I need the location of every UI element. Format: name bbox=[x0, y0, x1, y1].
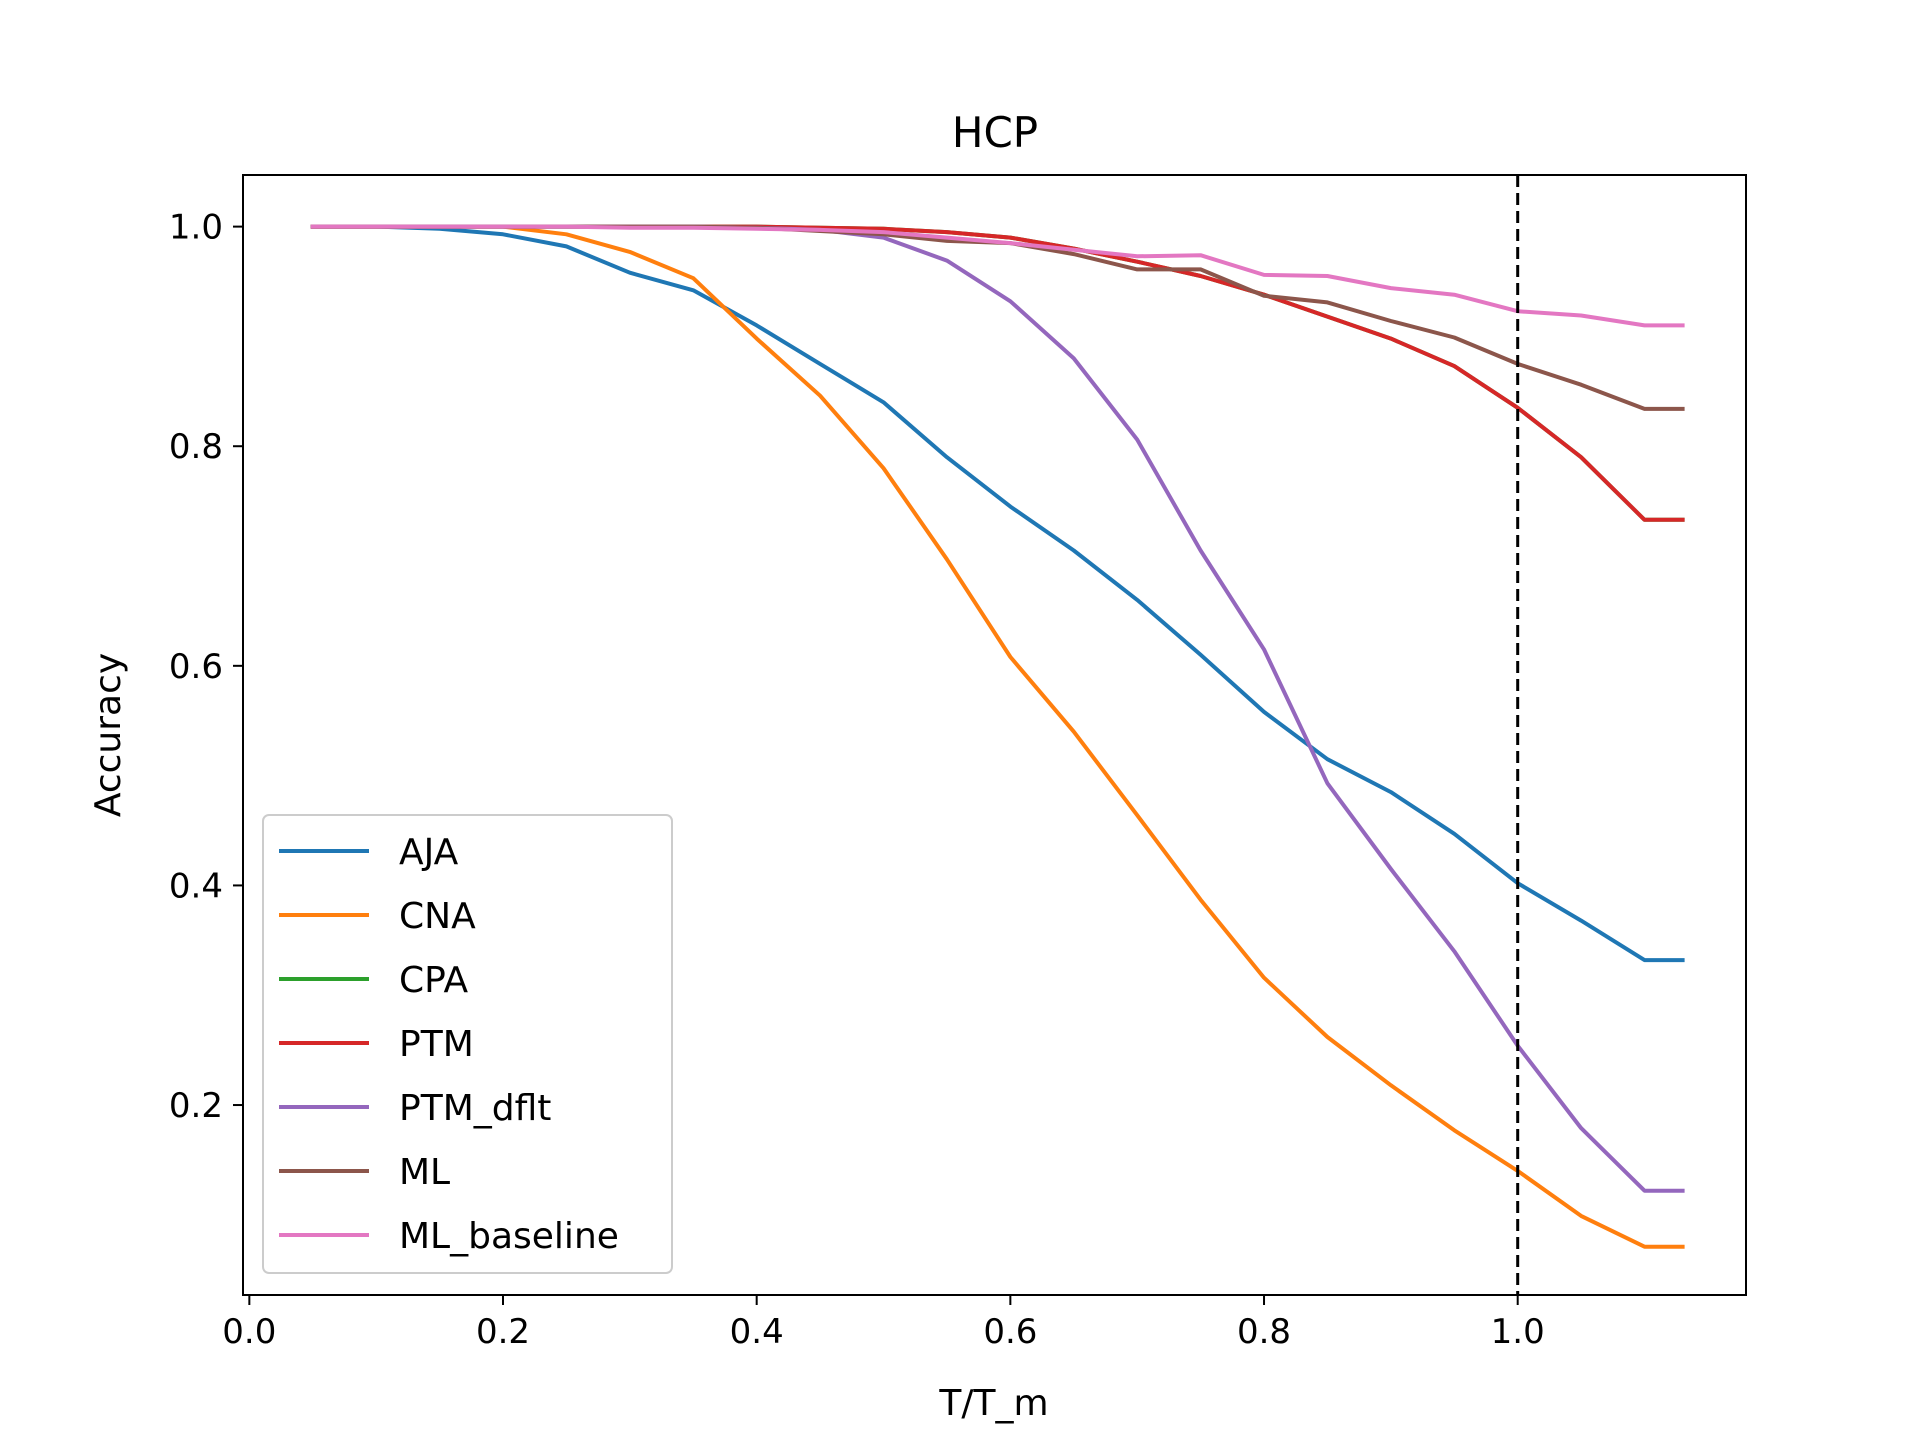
y-tick-label: 0.6 bbox=[169, 647, 223, 687]
legend-frame bbox=[262, 814, 673, 1274]
x-tick-label: 1.0 bbox=[1491, 1312, 1545, 1352]
y-tick-label: 0.8 bbox=[169, 427, 223, 467]
x-tick-label: 0.0 bbox=[222, 1312, 276, 1352]
series-line-cna bbox=[310, 224, 1685, 1249]
x-axis-label: T/T_m bbox=[938, 1383, 1048, 1424]
legend-label-ml-baseline: ML_baseline bbox=[399, 1216, 619, 1257]
x-tick-label: 0.4 bbox=[730, 1312, 784, 1352]
plot-lines bbox=[310, 224, 1685, 1249]
chart-title: HCP bbox=[952, 108, 1038, 157]
legend-label-aja: AJA bbox=[399, 832, 459, 873]
y-tick-label: 0.2 bbox=[169, 1086, 223, 1126]
legend-label-ptm-dflt: PTM_dflt bbox=[399, 1088, 551, 1129]
series-line-aja bbox=[310, 224, 1685, 963]
x-tick-label: 0.6 bbox=[983, 1312, 1037, 1352]
y-tick-label: 1.0 bbox=[169, 208, 223, 248]
plot-frame bbox=[242, 174, 1747, 1296]
x-tick-label: 0.2 bbox=[476, 1312, 530, 1352]
legend-label-cpa: CPA bbox=[399, 960, 469, 1001]
legend-label-cna: CNA bbox=[399, 896, 476, 937]
y-axis-ticks: 0.2 0.4 0.6 0.8 1.0 bbox=[169, 208, 243, 1126]
x-axis-ticks: 0.0 0.2 0.4 0.6 0.8 1.0 bbox=[222, 1295, 1545, 1352]
legend-label-ptm: PTM bbox=[399, 1024, 474, 1065]
y-tick-label: 0.4 bbox=[169, 866, 223, 906]
legend: AJA CNA CPA PTM PTM_dflt ML ML_baseline bbox=[262, 814, 673, 1274]
x-tick-label: 0.8 bbox=[1237, 1312, 1291, 1352]
y-axis-label: Accuracy bbox=[88, 653, 129, 817]
legend-label-ml: ML bbox=[399, 1152, 450, 1193]
series-line-ml-baseline bbox=[310, 224, 1685, 328]
